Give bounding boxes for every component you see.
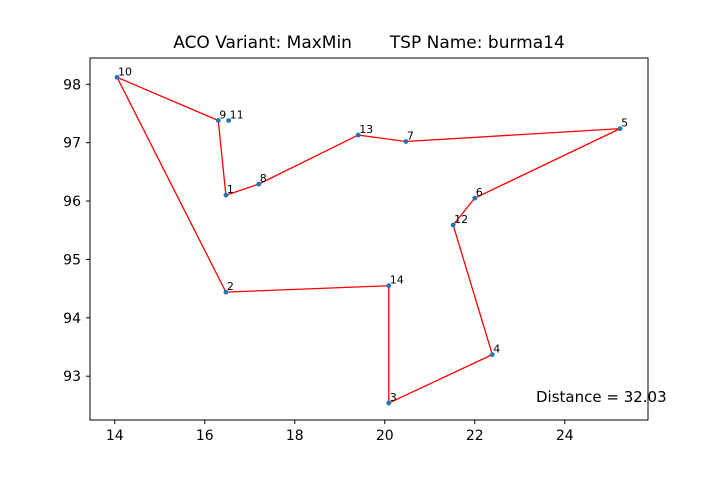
city-label: 5 (621, 117, 628, 130)
tour-edge (405, 127, 621, 143)
x-tick-label: 24 (556, 428, 574, 444)
tour-edge (358, 134, 406, 143)
tour-edge (116, 76, 219, 122)
city-label: 2 (227, 280, 234, 293)
city-label: 13 (359, 123, 373, 136)
city-point (114, 74, 120, 80)
city-point (472, 195, 478, 201)
y-tick-label: 94 (63, 311, 81, 327)
city-point (215, 118, 221, 123)
y-tick-label: 95 (63, 252, 81, 268)
y-tick-label: 96 (63, 194, 81, 210)
city-point (386, 283, 392, 289)
x-tick-label: 14 (106, 428, 124, 444)
city-label: 14 (390, 274, 404, 287)
tour-edge (225, 285, 389, 293)
y-tick-label: 98 (63, 77, 81, 93)
x-tick-label: 22 (466, 428, 484, 444)
x-tick-label: 20 (376, 428, 394, 444)
y-tick-label: 93 (63, 369, 81, 385)
city-label: 3 (390, 391, 397, 404)
tour-edge (225, 183, 259, 196)
city-label: 4 (493, 343, 500, 356)
city-point (617, 126, 623, 132)
city-label: 9 (219, 108, 226, 121)
city-label: 11 (230, 108, 244, 121)
city-point (223, 192, 229, 198)
tour-edge (116, 76, 227, 293)
tour-edge (217, 120, 227, 196)
city-point (386, 400, 392, 406)
tour-path-group (116, 76, 621, 404)
city-label: 10 (118, 65, 132, 78)
city-point (256, 181, 262, 187)
tour-edge (388, 354, 493, 404)
city-label: 12 (454, 213, 468, 226)
city-point (403, 139, 409, 144)
tour-edge (258, 134, 359, 185)
city-label: 8 (260, 172, 267, 185)
chart-title: ACO Variant: MaxMin TSP Name: burma14 (173, 33, 565, 53)
city-label: 1 (227, 183, 234, 196)
city-point (226, 118, 232, 123)
city-point (450, 222, 456, 228)
x-tick-label: 16 (196, 428, 214, 444)
city-point (355, 132, 361, 138)
distance-annotation: Distance = 32.03 (536, 388, 667, 406)
plot-area (89, 57, 649, 421)
city-point (223, 289, 229, 295)
y-tick-label: 97 (63, 136, 81, 152)
tour-edge (452, 224, 493, 355)
tour-edge (474, 128, 621, 199)
city-point (489, 352, 495, 358)
city-label: 6 (476, 186, 483, 199)
x-tick-label: 18 (286, 428, 304, 444)
city-label: 7 (407, 129, 414, 142)
city-points-group (114, 74, 623, 406)
tour-edge (452, 197, 476, 226)
